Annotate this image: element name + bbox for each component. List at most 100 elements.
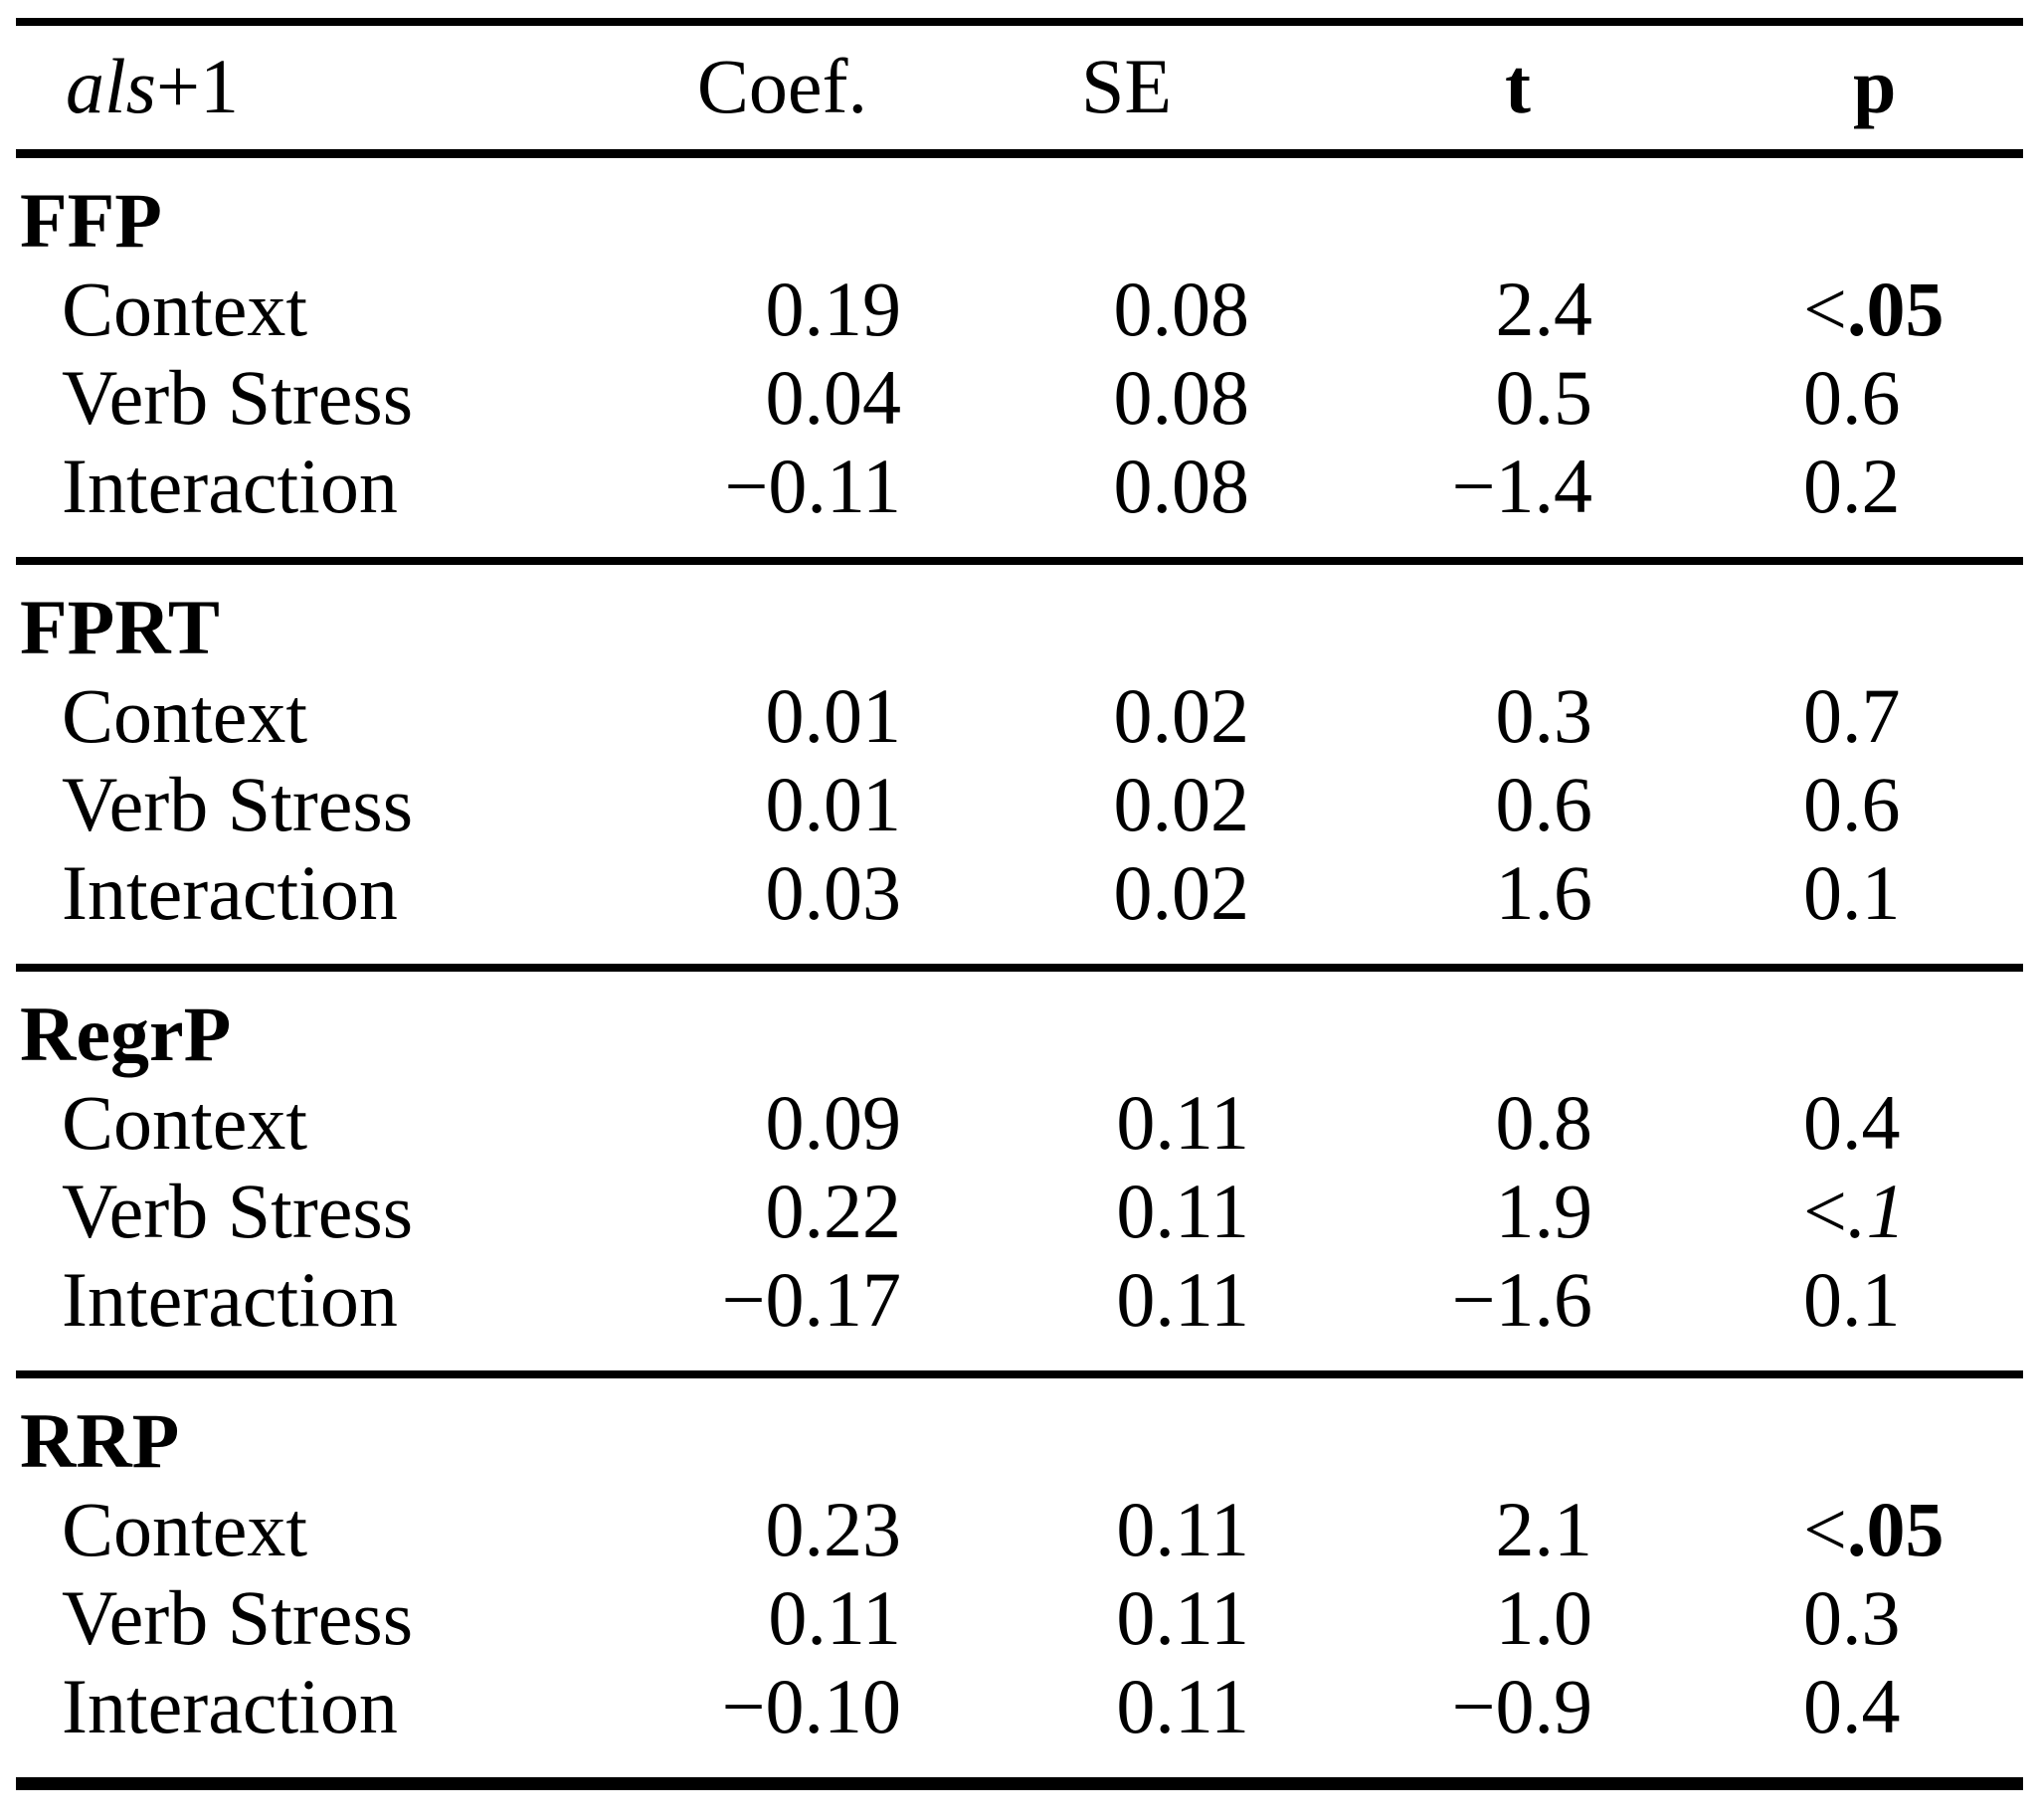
p-value: 0.4: [1592, 1657, 2023, 1784]
p-number: 0.6: [1803, 761, 1901, 847]
p-number: 0.4: [1803, 1663, 1901, 1749]
coef-value: 0.01: [765, 672, 902, 759]
t-value: 2.1: [1495, 1486, 1593, 1572]
section-rrp: RRP Context 0.23 0.11 2.1 <.05 Verb Stre…: [16, 1374, 2023, 1784]
t-value: −0.9: [1451, 1663, 1593, 1749]
header-measure: als+1: [16, 22, 573, 154]
coef-value: −0.11: [724, 443, 901, 529]
t-value: 1.0: [1495, 1574, 1593, 1661]
section-fprt: FPRT Context 0.01 0.02 0.3 0.7 Verb Stre…: [16, 561, 2023, 968]
section-heading-row: FPRT: [16, 561, 2023, 666]
p-number: .05: [1847, 1486, 1945, 1572]
section-regrp: RegrP Context 0.09 0.11 0.8 0.4 Verb Str…: [16, 968, 2023, 1374]
p-value: 0.6: [1592, 348, 2023, 437]
se-value: 0.02: [1113, 849, 1250, 936]
p-prefix: <: [1803, 266, 1847, 352]
row-label: Context: [62, 1486, 307, 1572]
table-header: als+1 Coef. SE t p: [16, 22, 2023, 154]
regression-results-table: als+1 Coef. SE t p FFP Context 0.19 0.08…: [16, 18, 2023, 1790]
row-label: Context: [62, 266, 307, 352]
p-number: 0.1: [1803, 849, 1901, 936]
section-name: RRP: [20, 1397, 180, 1484]
section-name: FFP: [20, 177, 162, 264]
t-value: 0.8: [1495, 1079, 1593, 1166]
p-value: 0.2: [1592, 437, 2023, 561]
table-row: Context 0.23 0.11 2.1 <.05: [16, 1480, 2023, 1568]
t-value: 0.6: [1495, 761, 1593, 847]
row-label: Verb Stress: [62, 761, 414, 847]
p-number: 0.7: [1803, 672, 1901, 759]
coef-value: 0.19: [765, 266, 902, 352]
row-label: Interaction: [62, 1663, 398, 1749]
table-row: Interaction −0.11 0.08 −1.4 0.2: [16, 437, 2023, 561]
table-row: Context 0.19 0.08 2.4 <.05: [16, 260, 2023, 348]
row-label: Verb Stress: [62, 1574, 414, 1661]
t-value: −1.6: [1451, 1256, 1593, 1343]
se-value: 0.11: [1116, 1079, 1249, 1166]
t-value: 1.9: [1495, 1168, 1593, 1254]
coef-value: 0.04: [765, 354, 902, 441]
t-value: 2.4: [1495, 266, 1593, 352]
coef-value: 0.23: [765, 1486, 902, 1572]
header-p: p: [1853, 43, 1897, 129]
se-value: 0.11: [1116, 1168, 1249, 1254]
coef-value: 0.09: [765, 1079, 902, 1166]
coef-value: −0.17: [721, 1256, 902, 1343]
row-label: Verb Stress: [62, 354, 414, 441]
header-coef: Coef.: [696, 43, 867, 129]
p-number: 0.6: [1803, 354, 1901, 441]
section-heading-row: FFP: [16, 154, 2023, 261]
p-number: .05: [1847, 266, 1945, 352]
se-value: 0.08: [1113, 354, 1250, 441]
coef-value: −0.10: [721, 1663, 902, 1749]
section-ffp: FFP Context 0.19 0.08 2.4 <.05 Verb Stre…: [16, 154, 2023, 562]
p-value: 0.7: [1592, 666, 2023, 755]
header-measure-italic: als: [66, 43, 157, 129]
p-number: 0.3: [1803, 1574, 1901, 1661]
t-value: 1.6: [1495, 849, 1593, 936]
se-value: 0.08: [1113, 443, 1250, 529]
se-value: 0.11: [1116, 1256, 1249, 1343]
coef-value: 0.03: [765, 849, 902, 936]
p-value: 0.3: [1592, 1568, 2023, 1657]
se-value: 0.11: [1116, 1486, 1249, 1572]
p-value: <.1: [1592, 1162, 2023, 1250]
table-row: Verb Stress 0.04 0.08 0.5 0.6: [16, 348, 2023, 437]
p-value: 0.1: [1592, 843, 2023, 968]
p-value: <.05: [1592, 260, 2023, 348]
section-heading-row: RegrP: [16, 968, 2023, 1073]
table-row: Verb Stress 0.11 0.11 1.0 0.3: [16, 1568, 2023, 1657]
se-value: 0.02: [1113, 761, 1250, 847]
header-measure-rest: +1: [156, 43, 240, 129]
section-heading-row: RRP: [16, 1374, 2023, 1480]
table-row: Verb Stress 0.22 0.11 1.9 <.1: [16, 1162, 2023, 1250]
row-label: Interaction: [62, 443, 398, 529]
coef-value: 0.01: [765, 761, 902, 847]
header-t: t: [1505, 43, 1531, 129]
header-se: SE: [1080, 43, 1172, 129]
se-value: 0.02: [1113, 672, 1250, 759]
table-row: Context 0.01 0.02 0.3 0.7: [16, 666, 2023, 755]
t-value: −1.4: [1451, 443, 1593, 529]
table-row: Interaction −0.17 0.11 −1.6 0.1: [16, 1250, 2023, 1374]
se-value: 0.08: [1113, 266, 1250, 352]
p-prefix: <: [1803, 1168, 1847, 1254]
row-label: Context: [62, 672, 307, 759]
row-label: Verb Stress: [62, 1168, 414, 1254]
coef-value: 0.22: [765, 1168, 902, 1254]
t-value: 0.5: [1495, 354, 1593, 441]
p-prefix: <: [1803, 1486, 1847, 1572]
coef-value: 0.11: [768, 1574, 901, 1661]
t-value: 0.3: [1495, 672, 1593, 759]
p-number: 0.1: [1803, 1256, 1901, 1343]
se-value: 0.11: [1116, 1663, 1249, 1749]
p-value: 0.1: [1592, 1250, 2023, 1374]
section-name: FPRT: [20, 584, 220, 670]
section-name: RegrP: [20, 991, 232, 1077]
p-value: 0.6: [1592, 755, 2023, 843]
table-row: Verb Stress 0.01 0.02 0.6 0.6: [16, 755, 2023, 843]
p-value: <.05: [1592, 1480, 2023, 1568]
p-number: 0.2: [1803, 443, 1901, 529]
row-label: Context: [62, 1079, 307, 1166]
table-row: Interaction 0.03 0.02 1.6 0.1: [16, 843, 2023, 968]
